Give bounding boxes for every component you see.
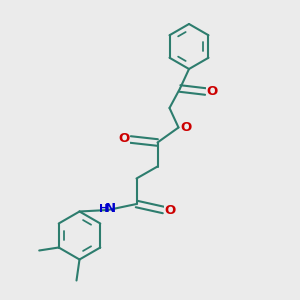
Text: N: N bbox=[105, 202, 116, 215]
Text: O: O bbox=[180, 121, 192, 134]
Text: O: O bbox=[206, 85, 218, 98]
Text: H: H bbox=[99, 203, 108, 214]
Text: O: O bbox=[118, 131, 130, 145]
Text: O: O bbox=[164, 203, 176, 217]
